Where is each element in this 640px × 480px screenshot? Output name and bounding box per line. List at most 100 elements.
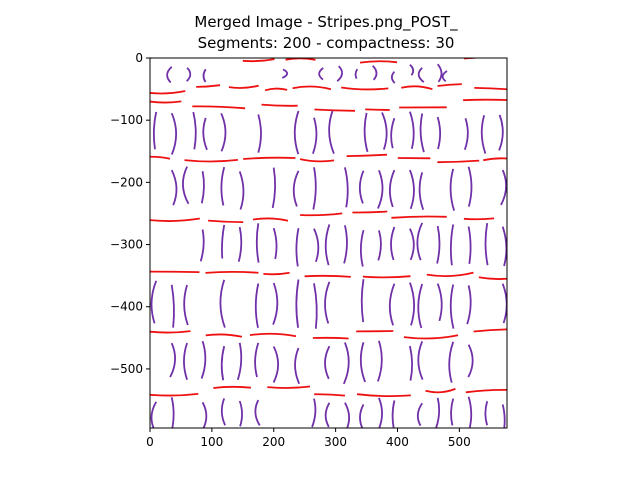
red-stroke [341, 86, 389, 91]
red-stroke [314, 108, 356, 112]
red-stroke [150, 155, 171, 160]
purple-stroke [324, 281, 331, 324]
purple-stroke [378, 397, 383, 428]
chart-title-line-2: Segments: 200 - compactness: 30 [198, 34, 455, 52]
red-stroke [267, 385, 311, 389]
purple-stroke [416, 222, 424, 261]
red-stroke [228, 84, 259, 89]
purple-stroke [418, 172, 425, 211]
purple-stroke [152, 111, 158, 150]
red-stroke [483, 157, 507, 162]
red-stroke [252, 217, 289, 222]
y-tick-label: 0 [135, 51, 143, 65]
purple-stroke [467, 396, 473, 428]
purple-stroke [390, 117, 396, 149]
purple-stroke [467, 226, 472, 264]
purple-stroke [466, 285, 472, 325]
y-tick-label: −100 [110, 113, 143, 127]
purple-stroke [416, 402, 423, 427]
y-tick-label: −500 [110, 362, 143, 376]
red-stroke [150, 217, 200, 222]
purple-stroke [169, 342, 176, 378]
purple-stroke [449, 284, 455, 329]
purple-stroke [417, 341, 424, 380]
purple-stroke [182, 166, 190, 205]
x-tick-label: 0 [146, 435, 154, 449]
y-tick-label: −300 [110, 238, 143, 252]
red-stroke [150, 270, 200, 273]
purple-stroke [201, 401, 208, 428]
purple-stroke [200, 340, 207, 379]
red-stroke [465, 389, 507, 394]
purple-stroke [344, 402, 350, 428]
purple-stroke [257, 114, 262, 153]
y-tick-label: −200 [110, 175, 143, 189]
red-stroke [150, 90, 186, 95]
y-axis: 0 −100 −200 −300 −400 −500 [110, 51, 150, 376]
purple-stroke [467, 344, 474, 378]
red-stroke [365, 108, 390, 111]
purple-stroke [389, 169, 396, 208]
red-stroke [242, 58, 275, 63]
purple-stroke [200, 171, 205, 204]
purple-stroke [480, 114, 487, 154]
purple-stroke [313, 283, 318, 329]
purple-stroke [390, 71, 396, 84]
purple-stroke [238, 400, 243, 427]
purple-stroke [436, 283, 443, 322]
purple-stroke [221, 224, 226, 259]
purple-stroke [150, 280, 158, 324]
purple-stroke [183, 284, 189, 326]
purple-stroke [354, 68, 359, 80]
purple-stroke [363, 112, 369, 153]
red-stroke [401, 85, 433, 91]
red-stroke [150, 100, 182, 104]
red-stroke [300, 212, 343, 217]
purple-stroke [254, 283, 260, 328]
axes-frame [149, 57, 508, 429]
red-stroke [463, 217, 495, 221]
purple-stroke [199, 229, 205, 262]
purple-stroke [419, 113, 425, 153]
x-tick-label: 100 [200, 435, 223, 449]
purple-stroke [449, 224, 455, 266]
red-stroke [474, 87, 507, 91]
purple-stroke [292, 170, 300, 207]
x-tick-label: 500 [448, 435, 471, 449]
purple-stroke [498, 114, 504, 151]
red-stroke [437, 159, 480, 164]
purple-stroke [318, 67, 324, 81]
red-stroke [304, 274, 351, 278]
purple-stroke [324, 224, 331, 266]
purple-stroke [220, 345, 226, 381]
red-stroke [299, 158, 335, 163]
red-stroke [196, 84, 221, 88]
red-stroke [261, 103, 298, 107]
purple-stroke [409, 282, 415, 326]
purple-stroke [436, 63, 443, 83]
purple-stroke [192, 111, 197, 150]
purple-stroke [360, 279, 365, 323]
red-stroke [359, 60, 398, 64]
red-stroke [403, 334, 459, 340]
purple-stroke [441, 70, 448, 83]
purple-stroke [436, 225, 441, 264]
red-stroke [346, 153, 388, 157]
purple-stroke [312, 167, 317, 210]
purple-stroke [272, 282, 279, 325]
purple-stroke [220, 113, 227, 152]
red-stroke [263, 271, 290, 276]
chart-title-line-1: Merged Image - Stripes.png_POST_ [194, 13, 458, 32]
red-stroke [205, 333, 243, 338]
purple-stroke [236, 342, 243, 381]
red-stroke [356, 393, 411, 398]
purple-stroke [359, 342, 366, 383]
red-stroke [184, 159, 239, 163]
purple-stroke [328, 110, 335, 154]
image-strokes [150, 58, 507, 428]
red-stroke [463, 98, 507, 102]
purple-stroke [238, 171, 245, 210]
purple-stroke [324, 345, 331, 380]
purple-stroke [170, 169, 178, 206]
